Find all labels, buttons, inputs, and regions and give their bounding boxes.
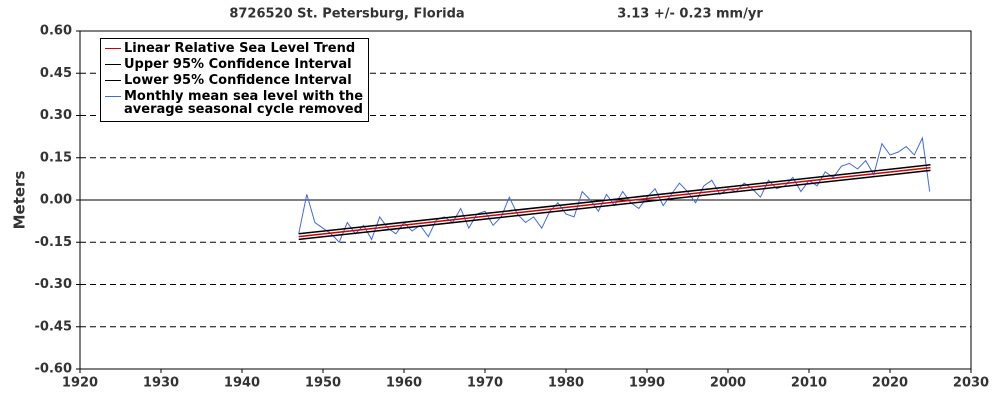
y-tick-label: 0.00: [40, 193, 72, 208]
series-line: [298, 166, 931, 238]
legend: Linear Relative Sea Level Trend Upper 95%…: [100, 38, 369, 122]
legend-label: Upper 95% Confidence Interval: [124, 57, 352, 72]
x-tick-label: 2030: [953, 376, 989, 391]
y-tick-label: 0.45: [40, 66, 72, 81]
x-tick-label: 1950: [305, 376, 341, 391]
x-tick-label: 2010: [791, 376, 827, 391]
y-tick-label: 0.15: [40, 150, 72, 165]
x-tick-label: 1960: [386, 376, 422, 391]
y-tick-label: 0.30: [40, 108, 72, 123]
y-tick-label: -0.15: [35, 235, 72, 250]
y-tick-label: -0.60: [35, 362, 72, 377]
x-tick-label: 1980: [548, 376, 584, 391]
x-tick-label: 1920: [62, 376, 98, 391]
y-tick-label: -0.45: [35, 319, 72, 334]
x-tick-label: 2020: [872, 376, 908, 391]
plot-border: [79, 30, 972, 370]
legend-entry: Monthly mean sea level with the average …: [105, 90, 364, 116]
y-tick-label: -0.30: [35, 277, 72, 292]
chart-title: 8726520 St. Petersburg, Florida: [229, 7, 464, 22]
x-tick-label: 1990: [629, 376, 665, 391]
legend-entry: Linear Relative Sea Level Trend: [105, 42, 364, 55]
y-tick-label: 0.60: [40, 24, 72, 39]
legend-swatch: [105, 96, 121, 97]
legend-swatch: [105, 64, 121, 65]
legend-label: Monthly mean sea level with the average …: [124, 89, 364, 117]
legend-entry: Lower 95% Confidence Interval: [105, 74, 364, 87]
series-line: [298, 164, 931, 235]
y-axis-label: Meters: [11, 171, 29, 230]
x-tick-label: 2000: [710, 376, 746, 391]
legend-swatch: [105, 80, 121, 81]
legend-label: Lower 95% Confidence Interval: [124, 73, 352, 88]
chart-subtitle: 3.13 +/- 0.23 mm/yr: [617, 7, 763, 22]
legend-label: Linear Relative Sea Level Trend: [124, 41, 356, 56]
x-tick-label: 1940: [224, 376, 260, 391]
x-tick-label: 1930: [143, 376, 179, 391]
legend-entry: Upper 95% Confidence Interval: [105, 58, 364, 71]
legend-swatch: [105, 48, 121, 49]
x-tick-label: 1970: [467, 376, 503, 391]
series-line: [298, 169, 931, 241]
